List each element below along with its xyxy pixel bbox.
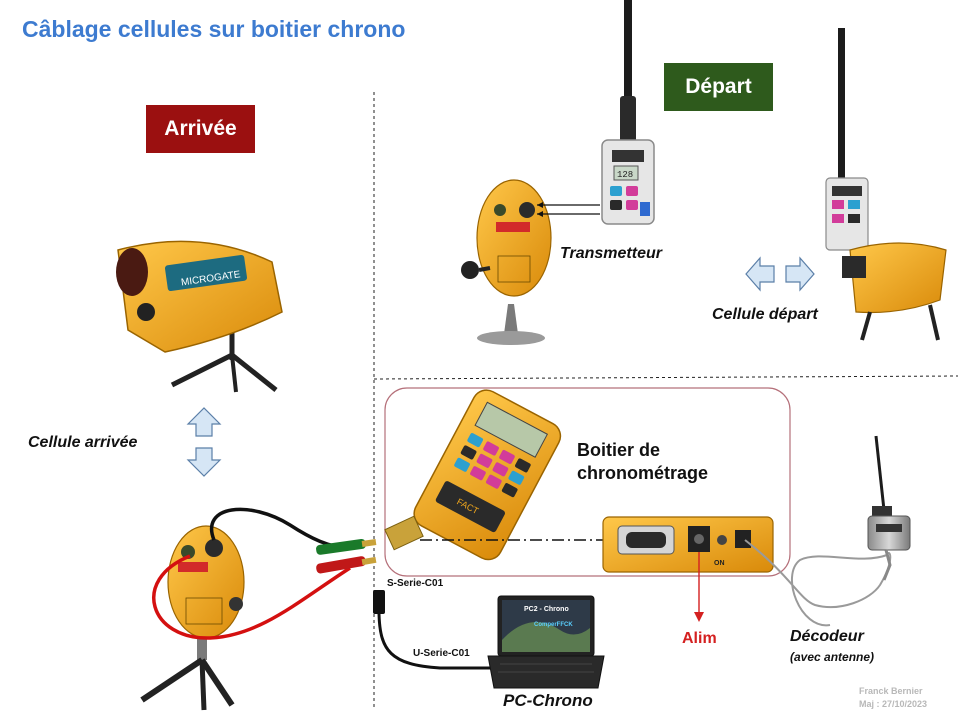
pc-chrono-label: PC-Chrono [503, 691, 593, 710]
depart-tag: Départ [664, 63, 773, 111]
cellule-depart-label: Cellule départ [712, 306, 818, 323]
decodeur-label: Décodeur [790, 628, 864, 645]
transmetteur-device: 128 [601, 0, 655, 225]
red-wire [152, 554, 351, 640]
on-label: ON [714, 560, 725, 567]
decodeur-device [867, 435, 911, 581]
alim-label: Alim [682, 630, 717, 647]
boitier-label-line2: chronométrage [577, 463, 709, 483]
arrow-right-icon [785, 256, 815, 292]
pc-screen-sub: ComperFFCK [534, 622, 573, 628]
decodeur-sub-label: (avec antenne) [790, 650, 875, 664]
horizontal-divider [373, 375, 959, 380]
u-serie-cable [377, 613, 500, 670]
boitier-label-line1: Boitier de [577, 440, 661, 460]
boitier-handheld: FACT [413, 389, 562, 561]
transmitter-display: 128 [617, 170, 633, 180]
decoder-wire [744, 539, 892, 627]
alim-arrow-icon [694, 612, 704, 622]
gold-connector [384, 515, 424, 551]
pc-laptop: PC2 - Chrono ComperFFCK [487, 595, 605, 689]
date-text: Maj : 27/10/2023 [859, 699, 928, 709]
page-title: Câblage cellules sur boitier chrono [22, 16, 406, 42]
cellule-depart-device [825, 28, 947, 341]
pc-screen-title: PC2 - Chrono [524, 606, 569, 613]
red-plug [316, 556, 366, 574]
u-serie-label: U-Serie-C01 [413, 648, 470, 659]
transmetteur-label: Transmetteur [560, 245, 662, 262]
arrow-left-icon [745, 256, 775, 292]
cellule-arrivee-device: MICROGATE [116, 240, 283, 393]
green-plug [316, 538, 366, 555]
cellule-small-top [461, 179, 552, 345]
interface-box: ON [602, 516, 774, 573]
boitier-frame [384, 387, 791, 577]
arrivee-tag: Arrivée [146, 105, 255, 153]
s-serie-connector [373, 590, 385, 614]
cellule-arrivee-label: Cellule arrivée [28, 434, 138, 451]
arrow-down-icon [186, 447, 222, 477]
arrow-up-icon [186, 407, 222, 437]
s-serie-label: S-Serie-C01 [387, 578, 444, 589]
cellule-arrivee-wired [140, 525, 245, 711]
author-text: Franck Bernier [859, 686, 923, 696]
